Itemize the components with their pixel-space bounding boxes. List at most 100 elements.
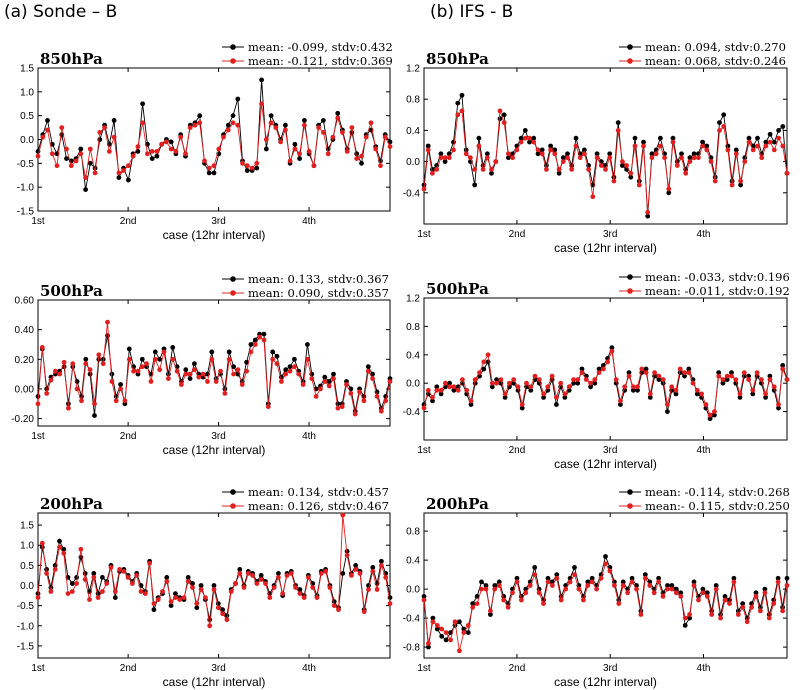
- data-point: [270, 356, 276, 362]
- data-point: [489, 167, 494, 172]
- data-point: [233, 581, 238, 586]
- data-point: [588, 384, 593, 390]
- data-point: [489, 384, 495, 390]
- data-point: [250, 573, 256, 578]
- data-point: [78, 151, 84, 157]
- data-point: [784, 170, 790, 176]
- data-point: [630, 384, 636, 390]
- data-point: [344, 552, 350, 558]
- data-point: [709, 612, 715, 617]
- data-point: [754, 370, 760, 375]
- data-point: [583, 377, 589, 382]
- data-point: [293, 585, 298, 590]
- data-point: [305, 356, 310, 362]
- plot-frame: [423, 67, 788, 225]
- data-point: [361, 609, 367, 615]
- data-point: [213, 379, 219, 384]
- data-point: [49, 141, 55, 147]
- data-point: [577, 155, 583, 161]
- data-point: [155, 597, 161, 602]
- data-point: [721, 112, 727, 118]
- data-point: [780, 143, 786, 149]
- data-point: [118, 386, 123, 392]
- data-point: [673, 586, 679, 592]
- data-point: [352, 411, 358, 417]
- panel-sonde-500: 500hPa -0.20 0.00 0.20 0.40 0.60 1st 2nd 3rd 4th c…: [11, 272, 393, 457]
- data-point: [117, 567, 122, 572]
- data-point: [211, 170, 217, 176]
- data-point: [139, 356, 145, 362]
- data-point: [292, 364, 297, 370]
- data-point: [57, 538, 62, 544]
- data-point: [370, 565, 376, 570]
- data-point: [489, 170, 494, 176]
- data-point: [207, 617, 213, 623]
- data-point: [252, 337, 258, 343]
- data-point: [151, 601, 157, 606]
- y-tick-label: 0.4: [406, 556, 420, 567]
- data-point: [357, 571, 363, 576]
- data-point: [502, 391, 508, 397]
- x-tick-label: 3rd: [603, 663, 617, 674]
- x-tick-label: 1st: [31, 216, 45, 227]
- data-point: [560, 155, 566, 161]
- data-point: [573, 143, 579, 149]
- data-point: [603, 554, 608, 559]
- data-point: [152, 349, 158, 355]
- data-point: [477, 370, 482, 375]
- data-point: [679, 151, 684, 157]
- data-point: [666, 190, 672, 196]
- data-point: [331, 376, 336, 381]
- data-point: [492, 586, 498, 592]
- data-point: [226, 356, 232, 362]
- data-point: [731, 575, 737, 581]
- data-point: [598, 163, 604, 168]
- data-point: [138, 589, 144, 594]
- data-point: [585, 579, 591, 585]
- y-tick-label: 1.0: [20, 87, 34, 98]
- data-point: [248, 349, 254, 355]
- data-point: [775, 579, 781, 585]
- data-point: [678, 594, 684, 599]
- data-point: [750, 387, 756, 393]
- data-point: [235, 96, 241, 102]
- data-point: [100, 361, 106, 367]
- x-tick-label: 2nd: [509, 445, 526, 456]
- data-point: [731, 579, 737, 585]
- data-point: [758, 608, 763, 614]
- x-tick-label: 4th: [697, 663, 711, 674]
- data-point: [359, 160, 364, 166]
- data-point: [118, 382, 123, 387]
- data-point: [496, 579, 502, 585]
- data-point: [523, 590, 529, 596]
- data-point: [660, 377, 666, 382]
- data-point: [634, 586, 639, 592]
- data-point: [539, 147, 545, 153]
- data-point: [625, 590, 630, 596]
- data-point: [518, 135, 524, 141]
- y-tick-label: 0.0: [20, 581, 34, 592]
- data-point: [511, 377, 517, 382]
- data-point: [349, 125, 355, 130]
- data-point: [292, 146, 298, 152]
- data-point: [310, 585, 316, 590]
- legend-entry: mean: -0.011, stdv:0.192: [645, 284, 790, 298]
- data-point: [48, 377, 54, 383]
- panel-title: 200hPa: [426, 495, 489, 513]
- data-point: [755, 135, 760, 141]
- data-point: [357, 389, 362, 395]
- data-point: [483, 583, 489, 588]
- data-point: [589, 579, 595, 585]
- x-axis-label: case (12hr interval): [554, 457, 657, 471]
- data-point: [383, 398, 389, 404]
- data-point: [258, 577, 264, 582]
- data-point: [573, 135, 579, 141]
- data-point: [506, 155, 511, 161]
- data-point: [713, 583, 719, 588]
- data-point: [682, 623, 688, 628]
- data-point: [235, 367, 241, 373]
- data-point: [313, 394, 319, 399]
- data-point: [230, 120, 236, 126]
- data-point: [510, 590, 515, 596]
- panel-title: 500hPa: [40, 282, 103, 300]
